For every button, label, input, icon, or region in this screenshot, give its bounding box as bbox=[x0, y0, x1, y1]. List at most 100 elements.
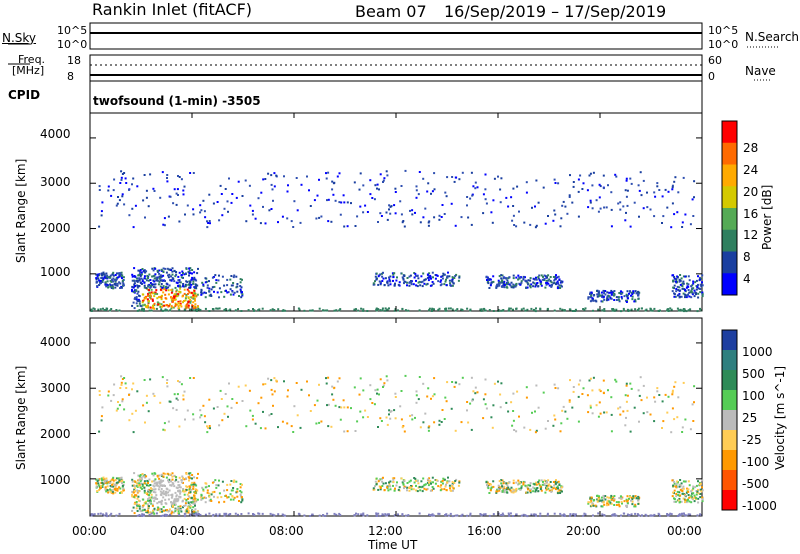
velocity-cell bbox=[522, 483, 525, 486]
power-cell bbox=[414, 272, 417, 275]
velocity-cell bbox=[182, 398, 185, 401]
power-cell bbox=[115, 279, 117, 282]
velocity-cell bbox=[553, 383, 556, 386]
velocity-cell bbox=[615, 514, 618, 517]
velocity-cell bbox=[699, 493, 702, 495]
velocity-cell bbox=[617, 501, 620, 504]
power-cell bbox=[448, 275, 451, 278]
power-cell bbox=[625, 211, 627, 214]
velocity-cell bbox=[559, 512, 562, 515]
power-cell bbox=[153, 307, 156, 310]
power-cell bbox=[557, 275, 560, 278]
power-cell bbox=[625, 195, 628, 198]
power-cell bbox=[445, 307, 447, 310]
velocity-cell bbox=[625, 382, 628, 385]
power-cell bbox=[164, 280, 166, 282]
power-cell bbox=[188, 272, 191, 275]
power-cell bbox=[547, 279, 550, 282]
power-cell bbox=[701, 291, 704, 294]
power-cell bbox=[225, 308, 228, 311]
velocity-colorbar-frame bbox=[721, 329, 738, 511]
velocity-cell bbox=[158, 501, 160, 504]
velocity-cell bbox=[682, 487, 685, 490]
velocity-cell bbox=[161, 491, 164, 494]
velocity-cell bbox=[195, 514, 198, 517]
velocity-cell bbox=[216, 406, 219, 408]
velocity-cell bbox=[393, 409, 396, 412]
velocity-cell bbox=[273, 377, 276, 380]
velocity-cell bbox=[509, 512, 512, 515]
velocity-cell bbox=[193, 494, 196, 497]
power-cell bbox=[559, 225, 562, 228]
velocity-cell bbox=[160, 480, 163, 483]
power-cell bbox=[410, 280, 412, 282]
power-cell bbox=[231, 193, 234, 195]
power-cell bbox=[686, 282, 689, 285]
velocity-cell bbox=[630, 387, 633, 390]
velocity-cell bbox=[388, 413, 390, 416]
velocity-cell bbox=[499, 393, 502, 396]
power-cell bbox=[601, 294, 604, 297]
velocity-cell bbox=[273, 390, 276, 393]
velocity-cell bbox=[574, 513, 577, 516]
power-cell bbox=[685, 310, 688, 313]
velocity-cell bbox=[602, 500, 605, 503]
velocity-cell bbox=[208, 499, 211, 502]
power-cell bbox=[554, 277, 557, 280]
power-cell bbox=[251, 213, 254, 216]
power-cell bbox=[699, 291, 702, 294]
velocity-cell bbox=[610, 413, 613, 416]
power-cell bbox=[390, 205, 393, 208]
velocity-cell bbox=[207, 427, 210, 429]
power-cell bbox=[470, 171, 473, 174]
power-cell bbox=[406, 281, 408, 284]
power-cell bbox=[669, 307, 672, 310]
velocity-cell bbox=[136, 497, 139, 500]
velocity-cell bbox=[179, 507, 182, 510]
power-cell bbox=[415, 284, 418, 287]
velocity-cell bbox=[258, 512, 261, 515]
power-cell bbox=[537, 285, 540, 288]
power-cell bbox=[162, 223, 165, 226]
velocity-cell bbox=[162, 506, 165, 508]
power-cell bbox=[509, 307, 512, 310]
power-colorbar-segment bbox=[722, 186, 737, 209]
velocity-cell bbox=[230, 489, 233, 492]
power-cell bbox=[653, 191, 656, 194]
power-cell bbox=[151, 284, 154, 287]
velocity-cell bbox=[223, 512, 226, 515]
power-cell bbox=[429, 284, 432, 287]
power-cell bbox=[332, 193, 335, 196]
power-cell bbox=[153, 274, 156, 277]
beam-label: Beam 07 bbox=[355, 2, 427, 21]
power-cell bbox=[524, 309, 527, 312]
velocity-cell bbox=[113, 383, 116, 386]
velocity-cell bbox=[128, 419, 131, 422]
velocity-cell bbox=[229, 483, 232, 486]
velocity-cell bbox=[137, 484, 140, 487]
power-cell bbox=[442, 272, 445, 275]
power-cell bbox=[100, 272, 103, 275]
velocity-cell bbox=[637, 502, 640, 505]
velocity-cell bbox=[383, 489, 386, 491]
power-cell bbox=[682, 275, 685, 278]
power-cell bbox=[335, 309, 338, 312]
power-cell bbox=[146, 274, 149, 277]
power-cell bbox=[133, 267, 136, 270]
velocity-cell bbox=[189, 506, 192, 509]
velocity-cell bbox=[208, 492, 211, 495]
power-cell bbox=[615, 175, 618, 178]
power-cell bbox=[189, 172, 192, 174]
velocity-cell bbox=[343, 406, 346, 409]
velocity-cell bbox=[428, 481, 430, 484]
velocity-cell bbox=[600, 496, 603, 499]
power-cell bbox=[645, 308, 648, 311]
power-cell bbox=[626, 297, 629, 300]
power-cell bbox=[159, 274, 162, 277]
velocity-cell bbox=[149, 501, 152, 504]
power-cell bbox=[590, 299, 593, 302]
power-cell bbox=[532, 281, 535, 284]
power-cell bbox=[123, 172, 126, 174]
power-cell bbox=[182, 193, 185, 196]
velocity-cell bbox=[112, 482, 115, 485]
